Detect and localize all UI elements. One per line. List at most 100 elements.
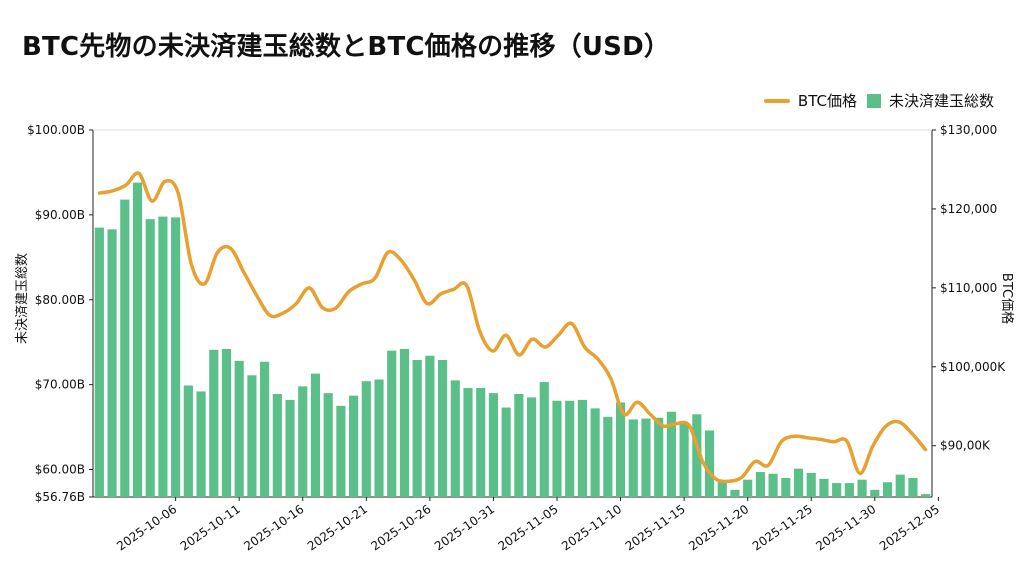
y-left-tick-label: $100.00B bbox=[27, 123, 85, 137]
y-right-tick-label: $110,000 bbox=[940, 281, 997, 295]
open-interest-bar[interactable] bbox=[526, 397, 537, 497]
x-tick-label: 2025-11-25 bbox=[750, 502, 815, 553]
open-interest-bar[interactable] bbox=[488, 393, 499, 497]
open-interest-bar[interactable] bbox=[120, 199, 130, 497]
open-interest-bar[interactable] bbox=[870, 489, 880, 497]
open-interest-bar[interactable] bbox=[107, 229, 117, 497]
open-interest-bar[interactable] bbox=[654, 417, 664, 497]
open-interest-bar[interactable] bbox=[438, 360, 448, 497]
x-tick-label: 2025-10-26 bbox=[368, 502, 433, 553]
open-interest-bar[interactable] bbox=[781, 477, 791, 497]
open-interest-bar[interactable] bbox=[806, 472, 816, 497]
open-interest-bar[interactable] bbox=[450, 380, 460, 497]
open-interest-bar[interactable] bbox=[615, 402, 626, 497]
open-interest-bar[interactable] bbox=[285, 399, 295, 497]
open-interest-bar[interactable] bbox=[819, 478, 829, 497]
open-interest-bar[interactable] bbox=[514, 393, 524, 497]
x-tick-label: 2025-10-11 bbox=[178, 502, 243, 553]
open-interest-bar[interactable] bbox=[310, 373, 321, 497]
open-interest-bar[interactable] bbox=[463, 388, 473, 497]
open-interest-bar[interactable] bbox=[323, 393, 333, 497]
x-tick-label: 2025-10-31 bbox=[432, 502, 497, 553]
y-right-tick-label: $120,000 bbox=[940, 202, 997, 216]
y-right-axis-title: BTC価格 bbox=[999, 273, 1015, 324]
y-left-tick-label: $90.00B bbox=[35, 208, 85, 222]
x-tick-label: 2025-11-30 bbox=[813, 502, 878, 553]
legend-item-btc-price[interactable]: BTC価格 bbox=[763, 90, 857, 111]
legend-line-swatch bbox=[763, 98, 790, 103]
open-interest-bar[interactable] bbox=[539, 382, 549, 497]
open-interest-bar[interactable] bbox=[704, 430, 715, 497]
open-interest-bar[interactable] bbox=[476, 388, 486, 497]
open-interest-bar[interactable] bbox=[209, 349, 219, 497]
open-interest-bar[interactable] bbox=[793, 468, 804, 497]
open-interest-bar[interactable] bbox=[171, 217, 181, 497]
open-interest-bar[interactable] bbox=[921, 494, 931, 497]
y-right-tick-label: $130,000 bbox=[940, 123, 997, 137]
open-interest-bar[interactable] bbox=[832, 483, 842, 497]
open-interest-bar[interactable] bbox=[577, 399, 587, 497]
open-interest-bar[interactable] bbox=[692, 414, 702, 497]
open-interest-bar[interactable] bbox=[387, 350, 397, 497]
open-interest-bar[interactable] bbox=[628, 419, 638, 497]
legend-label-btc-price: BTC価格 bbox=[797, 92, 857, 110]
open-interest-bar[interactable] bbox=[730, 489, 740, 497]
open-interest-bar[interactable] bbox=[349, 395, 359, 497]
open-interest-bar[interactable] bbox=[221, 348, 232, 497]
open-interest-bar[interactable] bbox=[882, 482, 893, 497]
x-tick-label: 2025-11-10 bbox=[559, 502, 624, 553]
chart-title: BTC先物の未決済建玉総数とBTC価格の推移（USD） bbox=[22, 32, 671, 62]
open-interest-bar[interactable] bbox=[717, 482, 727, 497]
btc-price-line[interactable] bbox=[97, 171, 928, 484]
open-interest-bar[interactable] bbox=[298, 386, 308, 497]
open-interest-bar[interactable] bbox=[425, 355, 435, 497]
x-tick-label: 2025-10-06 bbox=[114, 502, 179, 553]
open-interest-bar[interactable] bbox=[501, 407, 511, 497]
open-interest-bar[interactable] bbox=[234, 360, 244, 497]
open-interest-bar[interactable] bbox=[590, 408, 600, 497]
legend-bar-swatch bbox=[866, 93, 881, 108]
open-interest-bar[interactable] bbox=[755, 472, 765, 497]
open-interest-bar[interactable] bbox=[196, 391, 206, 497]
x-tick-label: 2025-11-05 bbox=[496, 502, 561, 553]
open-interest-bar[interactable] bbox=[336, 405, 346, 497]
open-interest-bar[interactable] bbox=[145, 219, 155, 497]
x-tick-label: 2025-11-20 bbox=[686, 502, 751, 553]
y-left-tick-label: $80.00B bbox=[35, 293, 85, 307]
x-tick-label: 2025-10-21 bbox=[305, 502, 370, 553]
legend-item-open-interest[interactable]: 未決済建玉総数 bbox=[866, 90, 994, 111]
open-interest-bar[interactable] bbox=[857, 479, 867, 497]
open-interest-bar[interactable] bbox=[768, 473, 778, 497]
open-interest-bar[interactable] bbox=[247, 375, 257, 497]
y-right-tick-label: $100,000K bbox=[940, 360, 1006, 374]
y-right-tick-label: $90,00K bbox=[940, 439, 991, 453]
y-left-tick-label: $70.00B bbox=[35, 378, 85, 392]
x-tick-label: 2025-12-05 bbox=[877, 502, 942, 553]
open-interest-bar[interactable] bbox=[908, 477, 918, 497]
open-interest-bar[interactable] bbox=[260, 361, 270, 497]
x-tick-label: 2025-11-15 bbox=[623, 502, 688, 553]
open-interest-bar[interactable] bbox=[94, 227, 104, 497]
open-interest-bar[interactable] bbox=[361, 381, 371, 497]
y-left-tick-label: $60.00B bbox=[35, 463, 85, 477]
open-interest-bar[interactable] bbox=[743, 479, 753, 497]
open-interest-bar[interactable] bbox=[844, 483, 854, 497]
open-interest-bar[interactable] bbox=[666, 411, 676, 497]
open-interest-bar[interactable] bbox=[603, 416, 613, 497]
open-interest-bar[interactable] bbox=[183, 385, 193, 497]
open-interest-bar[interactable] bbox=[679, 422, 689, 497]
open-interest-bar[interactable] bbox=[641, 418, 651, 497]
open-interest-bar[interactable] bbox=[552, 400, 562, 497]
open-interest-bar[interactable] bbox=[399, 348, 410, 497]
open-interest-bar[interactable] bbox=[272, 393, 282, 497]
y-left-tick-label: $56.76B bbox=[35, 490, 85, 504]
open-interest-bar[interactable] bbox=[132, 182, 143, 498]
open-interest-bar[interactable] bbox=[374, 379, 384, 497]
open-interest-bar[interactable] bbox=[412, 360, 422, 497]
open-interest-bar[interactable] bbox=[895, 474, 905, 497]
x-tick-label: 2025-10-16 bbox=[241, 502, 306, 553]
legend-label-open-interest: 未決済建玉総数 bbox=[888, 92, 994, 110]
open-interest-bar[interactable] bbox=[158, 216, 168, 497]
open-interest-bar[interactable] bbox=[565, 400, 575, 497]
